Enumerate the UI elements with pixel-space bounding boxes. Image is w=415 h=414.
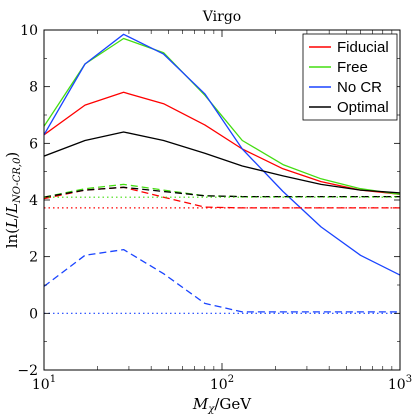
legend-label-fiducial: Fiducial xyxy=(337,39,389,56)
y-tick-label: −2 xyxy=(17,363,38,379)
x-axis-label: Mχ/GeV xyxy=(192,395,252,414)
y-tick-label: 2 xyxy=(29,250,38,266)
legend-label-no-cr: No CR xyxy=(337,79,382,96)
legend-label-free: Free xyxy=(337,59,368,76)
legend-label-optimal: Optimal xyxy=(337,99,389,116)
y-tick-label: 0 xyxy=(29,306,38,322)
chart-title: Virgo xyxy=(202,9,241,25)
y-tick-label: 8 xyxy=(29,80,38,96)
y-tick-label: 6 xyxy=(29,136,38,152)
x-tick-label: 103 xyxy=(388,374,412,393)
x-tick-label: 101 xyxy=(32,374,56,393)
series-line-no-cr-solid xyxy=(44,33,400,276)
series-line-free-solid xyxy=(44,37,400,195)
series-line-fiducial-solid xyxy=(44,91,400,195)
legend-box xyxy=(302,33,398,121)
x-tick-label: 102 xyxy=(210,374,234,393)
series-line-no-cr-dashed xyxy=(44,248,400,313)
y-tick-label: 10 xyxy=(20,23,38,39)
svg-text:Mχ/GeV: Mχ/GeV xyxy=(192,395,252,414)
series-line-optimal-solid xyxy=(44,131,400,194)
tick-layer: −2 0 2 4 6 8 10 101 102 103 xyxy=(17,23,412,393)
series-layer xyxy=(44,33,400,314)
y-tick-label: 4 xyxy=(29,193,38,209)
series-line-optimal-dashed xyxy=(44,186,400,198)
legend: Fiducial Free No CR Optimal xyxy=(302,33,398,121)
